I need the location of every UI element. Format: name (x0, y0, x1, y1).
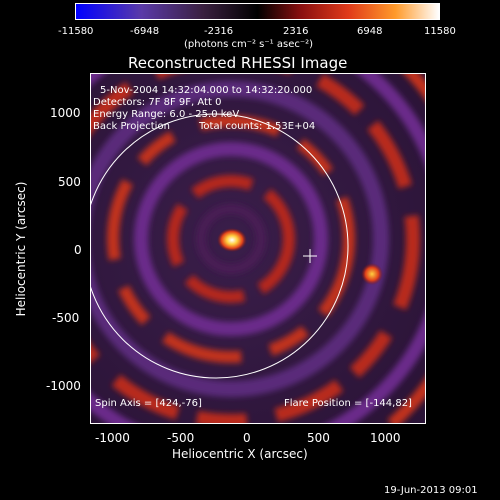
y-tick: 1000 (50, 106, 81, 120)
image-plot (90, 73, 426, 424)
flare-position: Flare Position = [-144,82] (284, 398, 412, 409)
y-tick: -1000 (46, 379, 81, 393)
x-tick: 1000 (370, 431, 401, 445)
x-tick: -1000 (95, 431, 130, 445)
energy-range: Energy Range: 6.0 - 25.0 keV (93, 109, 240, 120)
y-tick: 0 (74, 243, 82, 257)
colorbar-tick: -6948 (130, 26, 160, 37)
total-counts: Total counts: 1.53E+04 (199, 121, 316, 132)
footer-date: 19-Jun-2013 09:01 (384, 485, 478, 496)
detectors: Detectors: 7F 8F 9F, Att 0 (93, 97, 222, 108)
x-axis-label: Heliocentric X (arcsec) (172, 447, 308, 461)
y-tick: 500 (58, 175, 81, 189)
y-tick: -500 (52, 311, 80, 325)
colorbar-tick: 2316 (283, 26, 309, 37)
method: Back Projection (93, 121, 170, 132)
colorbar-units: (photons cm⁻² s⁻¹ asec⁻²) (184, 39, 314, 50)
x-tick: 0 (243, 431, 251, 445)
colorbar-tick: 6948 (357, 26, 383, 37)
colorbar (75, 3, 440, 20)
colorbar-tick: -2316 (204, 26, 234, 37)
plot-title: Reconstructed RHESSI Image (128, 54, 348, 72)
y-axis-label: Heliocentric Y (arcsec) (14, 181, 28, 317)
reconstructed-image (91, 74, 425, 423)
colorbar-tick: -11580 (58, 26, 94, 37)
colorbar-tick: 11580 (424, 26, 456, 37)
x-tick: -500 (167, 431, 195, 445)
time-range: 5-Nov-2004 14:32:04.000 to 14:32:20.000 (100, 85, 313, 96)
spin-axis: Spin Axis = [424,-76] (95, 398, 202, 409)
x-tick: 500 (307, 431, 330, 445)
